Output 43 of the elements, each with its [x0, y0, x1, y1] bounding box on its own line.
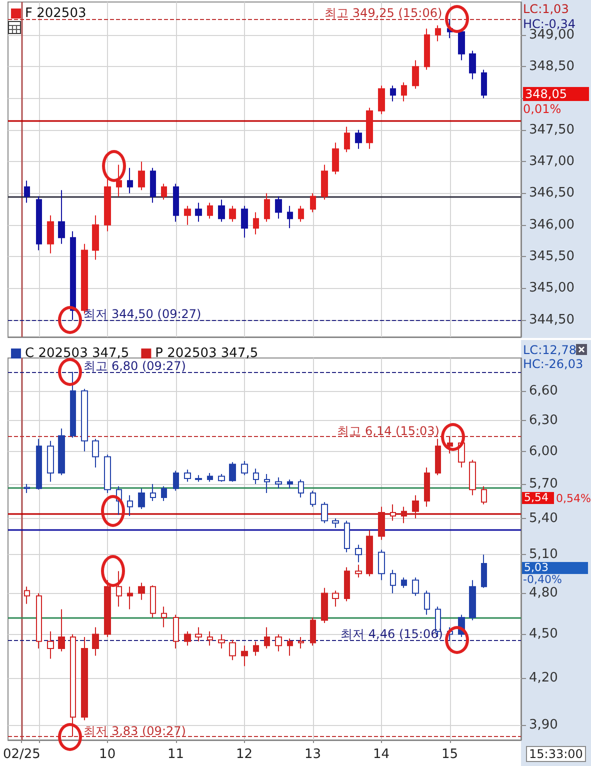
y-tick-label: 4,80 — [529, 586, 558, 601]
text: 5,54 — [522, 491, 554, 504]
y-tick-label: 3,90 — [529, 718, 558, 733]
x-tick-label: 15 — [441, 747, 458, 762]
text: -0,40% — [523, 573, 562, 586]
legend-label: P 202503 347,5 — [155, 346, 258, 361]
x-tick-label: 10 — [99, 747, 116, 762]
annotation: 최고 6,80 (09:27) — [84, 358, 186, 373]
y-tick-label: 4,20 — [529, 670, 558, 686]
y-tick-label: 346,50 — [529, 186, 574, 201]
annotation: 최저 3,83 (09:27) — [84, 724, 186, 738]
y-tick-label: 347,50 — [529, 122, 574, 138]
y-tick-label: 347,00 — [529, 154, 574, 170]
y-tick-label: 345,00 — [529, 280, 574, 296]
y-tick-label: 6,60 — [529, 383, 558, 398]
text: HC:-26,03 — [523, 357, 584, 371]
y-tick-label: 348,50 — [529, 59, 574, 74]
x-tick-label: 12 — [236, 747, 253, 762]
text: 5,03 — [522, 561, 588, 574]
annotation: 최고 349,25 (15:06) — [324, 6, 442, 20]
y-tick-label: 5,10 — [529, 547, 558, 562]
text: 348,05 — [523, 87, 589, 101]
y-tick-label: 4,50 — [529, 626, 558, 642]
y-tick-label: 6,00 — [529, 444, 558, 459]
x-tick-label: 14 — [373, 747, 390, 762]
y-tick-label: 345,50 — [529, 249, 574, 264]
annotation: 최저 344,50 (09:27) — [84, 306, 202, 321]
text: 15:33:00 — [526, 746, 586, 762]
y-tick-label: 344,50 — [529, 312, 574, 328]
x-tick-label: 02/25 — [2, 747, 40, 762]
text: LC:12,78 — [523, 343, 576, 357]
y-tick-label: 6,30 — [529, 412, 558, 428]
y-tick-label: 346,00 — [529, 217, 574, 232]
y-tick-label: 5,70 — [529, 476, 558, 492]
y-tick-label: 5,40 — [529, 510, 558, 526]
text: 0,54% — [556, 492, 591, 505]
legend-label: C 202503 347,5 — [25, 346, 130, 361]
legend-label: F 202503 — [25, 6, 86, 21]
annotation: 최고 6,14 (15:03) — [337, 424, 440, 438]
text: 0,01% — [523, 102, 562, 116]
text: LC:1,03 — [523, 2, 569, 16]
x-tick-label: 11 — [168, 747, 184, 762]
x-tick-label: 13 — [304, 747, 322, 762]
